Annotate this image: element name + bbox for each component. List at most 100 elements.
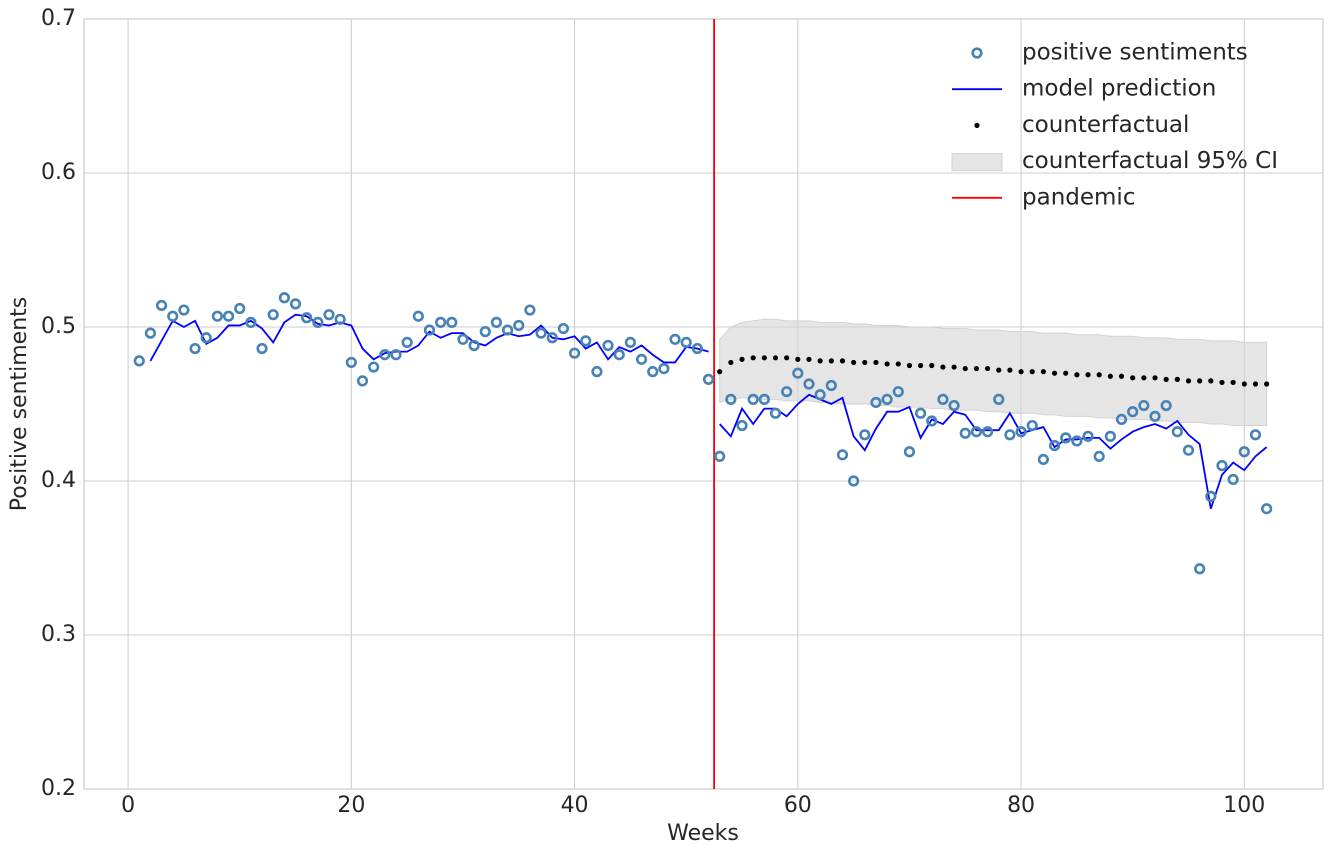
scatter-point (222, 310, 235, 322)
scatter-point (1261, 503, 1273, 515)
counterfactual-dot (1219, 379, 1225, 386)
scatter-point (758, 393, 770, 405)
counterfactual-dot (784, 355, 790, 361)
scatter-point (624, 336, 636, 349)
x-tick-label: 0 (121, 793, 135, 818)
counterfactual-dot (1185, 378, 1192, 384)
counterfactual-dot (862, 359, 868, 366)
scatter-point (1138, 399, 1150, 412)
scatter-point (301, 312, 313, 324)
scatter-point (479, 326, 491, 338)
scatter-point (602, 339, 614, 352)
counterfactual-dot (817, 358, 823, 364)
scatter-point (155, 299, 168, 312)
y-tick-label: 0.7 (41, 6, 76, 31)
scatter-point (803, 378, 815, 390)
counterfactual-dot (1118, 373, 1125, 379)
x-tick-label: 100 (1223, 793, 1265, 818)
scatter-point (937, 393, 949, 405)
scatter-point (412, 310, 424, 322)
scatter-point (658, 362, 670, 375)
counterfactual-dot (1018, 369, 1024, 375)
scatter-point (334, 313, 346, 325)
scatter-point (1026, 419, 1038, 432)
counterfactual-dot (973, 365, 980, 372)
counterfactual-dot (1130, 375, 1136, 381)
legend-label: positive sentiments (1022, 40, 1248, 66)
scatter-point (379, 349, 391, 361)
scatter-point (1127, 406, 1139, 418)
scatter-point (546, 332, 558, 344)
counterfactual-dot (1040, 369, 1046, 375)
scatter-point (446, 316, 458, 328)
counterfactual-dot (761, 355, 767, 361)
scatter-point (870, 396, 882, 409)
scatter-point (557, 322, 570, 335)
scatter-point (769, 407, 782, 419)
scatter-point (289, 298, 302, 310)
scatter-point (959, 427, 971, 439)
counterfactual-dot (1085, 372, 1091, 378)
scatter-point (848, 475, 860, 487)
legend-label: counterfactual 95% CI (1022, 148, 1278, 174)
counterfactual-dot (906, 362, 913, 369)
scatter-point (1238, 446, 1250, 458)
y-tick-label: 0.5 (41, 314, 76, 339)
scatter-point (1015, 426, 1027, 438)
scatter-point (825, 379, 837, 392)
scatter-point (490, 316, 503, 328)
counterfactual-dot (839, 358, 846, 364)
scatter-point (323, 309, 335, 321)
scatter-point (278, 292, 290, 304)
counterfactual-dot (1063, 370, 1069, 376)
scatter-point (390, 349, 402, 361)
legend-swatch (951, 153, 1003, 172)
scatter-point (680, 336, 692, 349)
counterfactual-dot (851, 359, 857, 366)
scatter-point (892, 386, 904, 398)
counterfactual-dot (828, 358, 834, 364)
counterfactual-dot (1152, 375, 1158, 381)
x-tick-label: 80 (1007, 793, 1035, 818)
scatter-point (1104, 430, 1116, 442)
scatter-point (267, 309, 279, 321)
scatter-point (356, 375, 369, 387)
scatter-point (1071, 435, 1083, 447)
scatter-point (1216, 460, 1228, 472)
counterfactual-dot (984, 365, 991, 372)
scatter-point (1160, 399, 1172, 412)
y-tick-label: 0.3 (41, 622, 76, 647)
scatter-point (1048, 439, 1061, 452)
scatter-point (580, 335, 592, 347)
counterfactual-dot (1241, 381, 1247, 387)
scatter-point (401, 336, 413, 349)
legend-label: model prediction (1022, 76, 1216, 102)
legend-swatch (974, 122, 980, 128)
counterfactual-dot (895, 361, 901, 367)
scatter-point (1227, 473, 1239, 486)
counterfactual-dot (1141, 375, 1147, 381)
legend-label: counterfactual (1022, 112, 1189, 138)
counterfactual-dot (1208, 378, 1214, 384)
counterfactual-dot (962, 365, 968, 372)
counterfactual-dot (940, 364, 946, 370)
scatter-point (1060, 432, 1072, 444)
counterfactual-dot (795, 356, 801, 362)
counterfactual-dot (1007, 367, 1013, 373)
scatter-point (1205, 490, 1217, 503)
scatter-point (926, 415, 938, 427)
scatter-point (200, 332, 212, 344)
scatter-point (993, 393, 1005, 405)
scatter-point (144, 327, 157, 339)
scatter-point (1082, 430, 1094, 442)
y-tick-label: 0.4 (41, 468, 76, 493)
scatter-point (881, 393, 893, 405)
scatter-point (613, 349, 625, 361)
counterfactual-dot (1051, 370, 1058, 376)
scatter-point (981, 426, 994, 438)
counterfactual-dot (806, 356, 812, 362)
counterfactual-dot (1163, 376, 1169, 382)
scatter-point (345, 356, 357, 369)
scatter-point (1171, 426, 1183, 438)
